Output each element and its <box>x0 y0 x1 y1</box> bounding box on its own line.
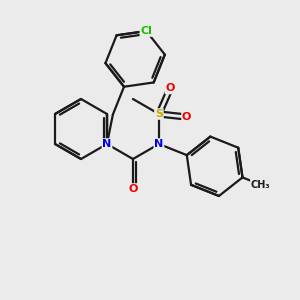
Text: N: N <box>102 139 112 149</box>
Text: O: O <box>182 112 191 122</box>
Text: N: N <box>154 139 164 149</box>
Text: S: S <box>155 109 163 119</box>
Text: O: O <box>166 83 175 94</box>
Text: O: O <box>128 184 138 194</box>
Text: Cl: Cl <box>140 26 152 36</box>
Text: CH₃: CH₃ <box>251 180 270 190</box>
